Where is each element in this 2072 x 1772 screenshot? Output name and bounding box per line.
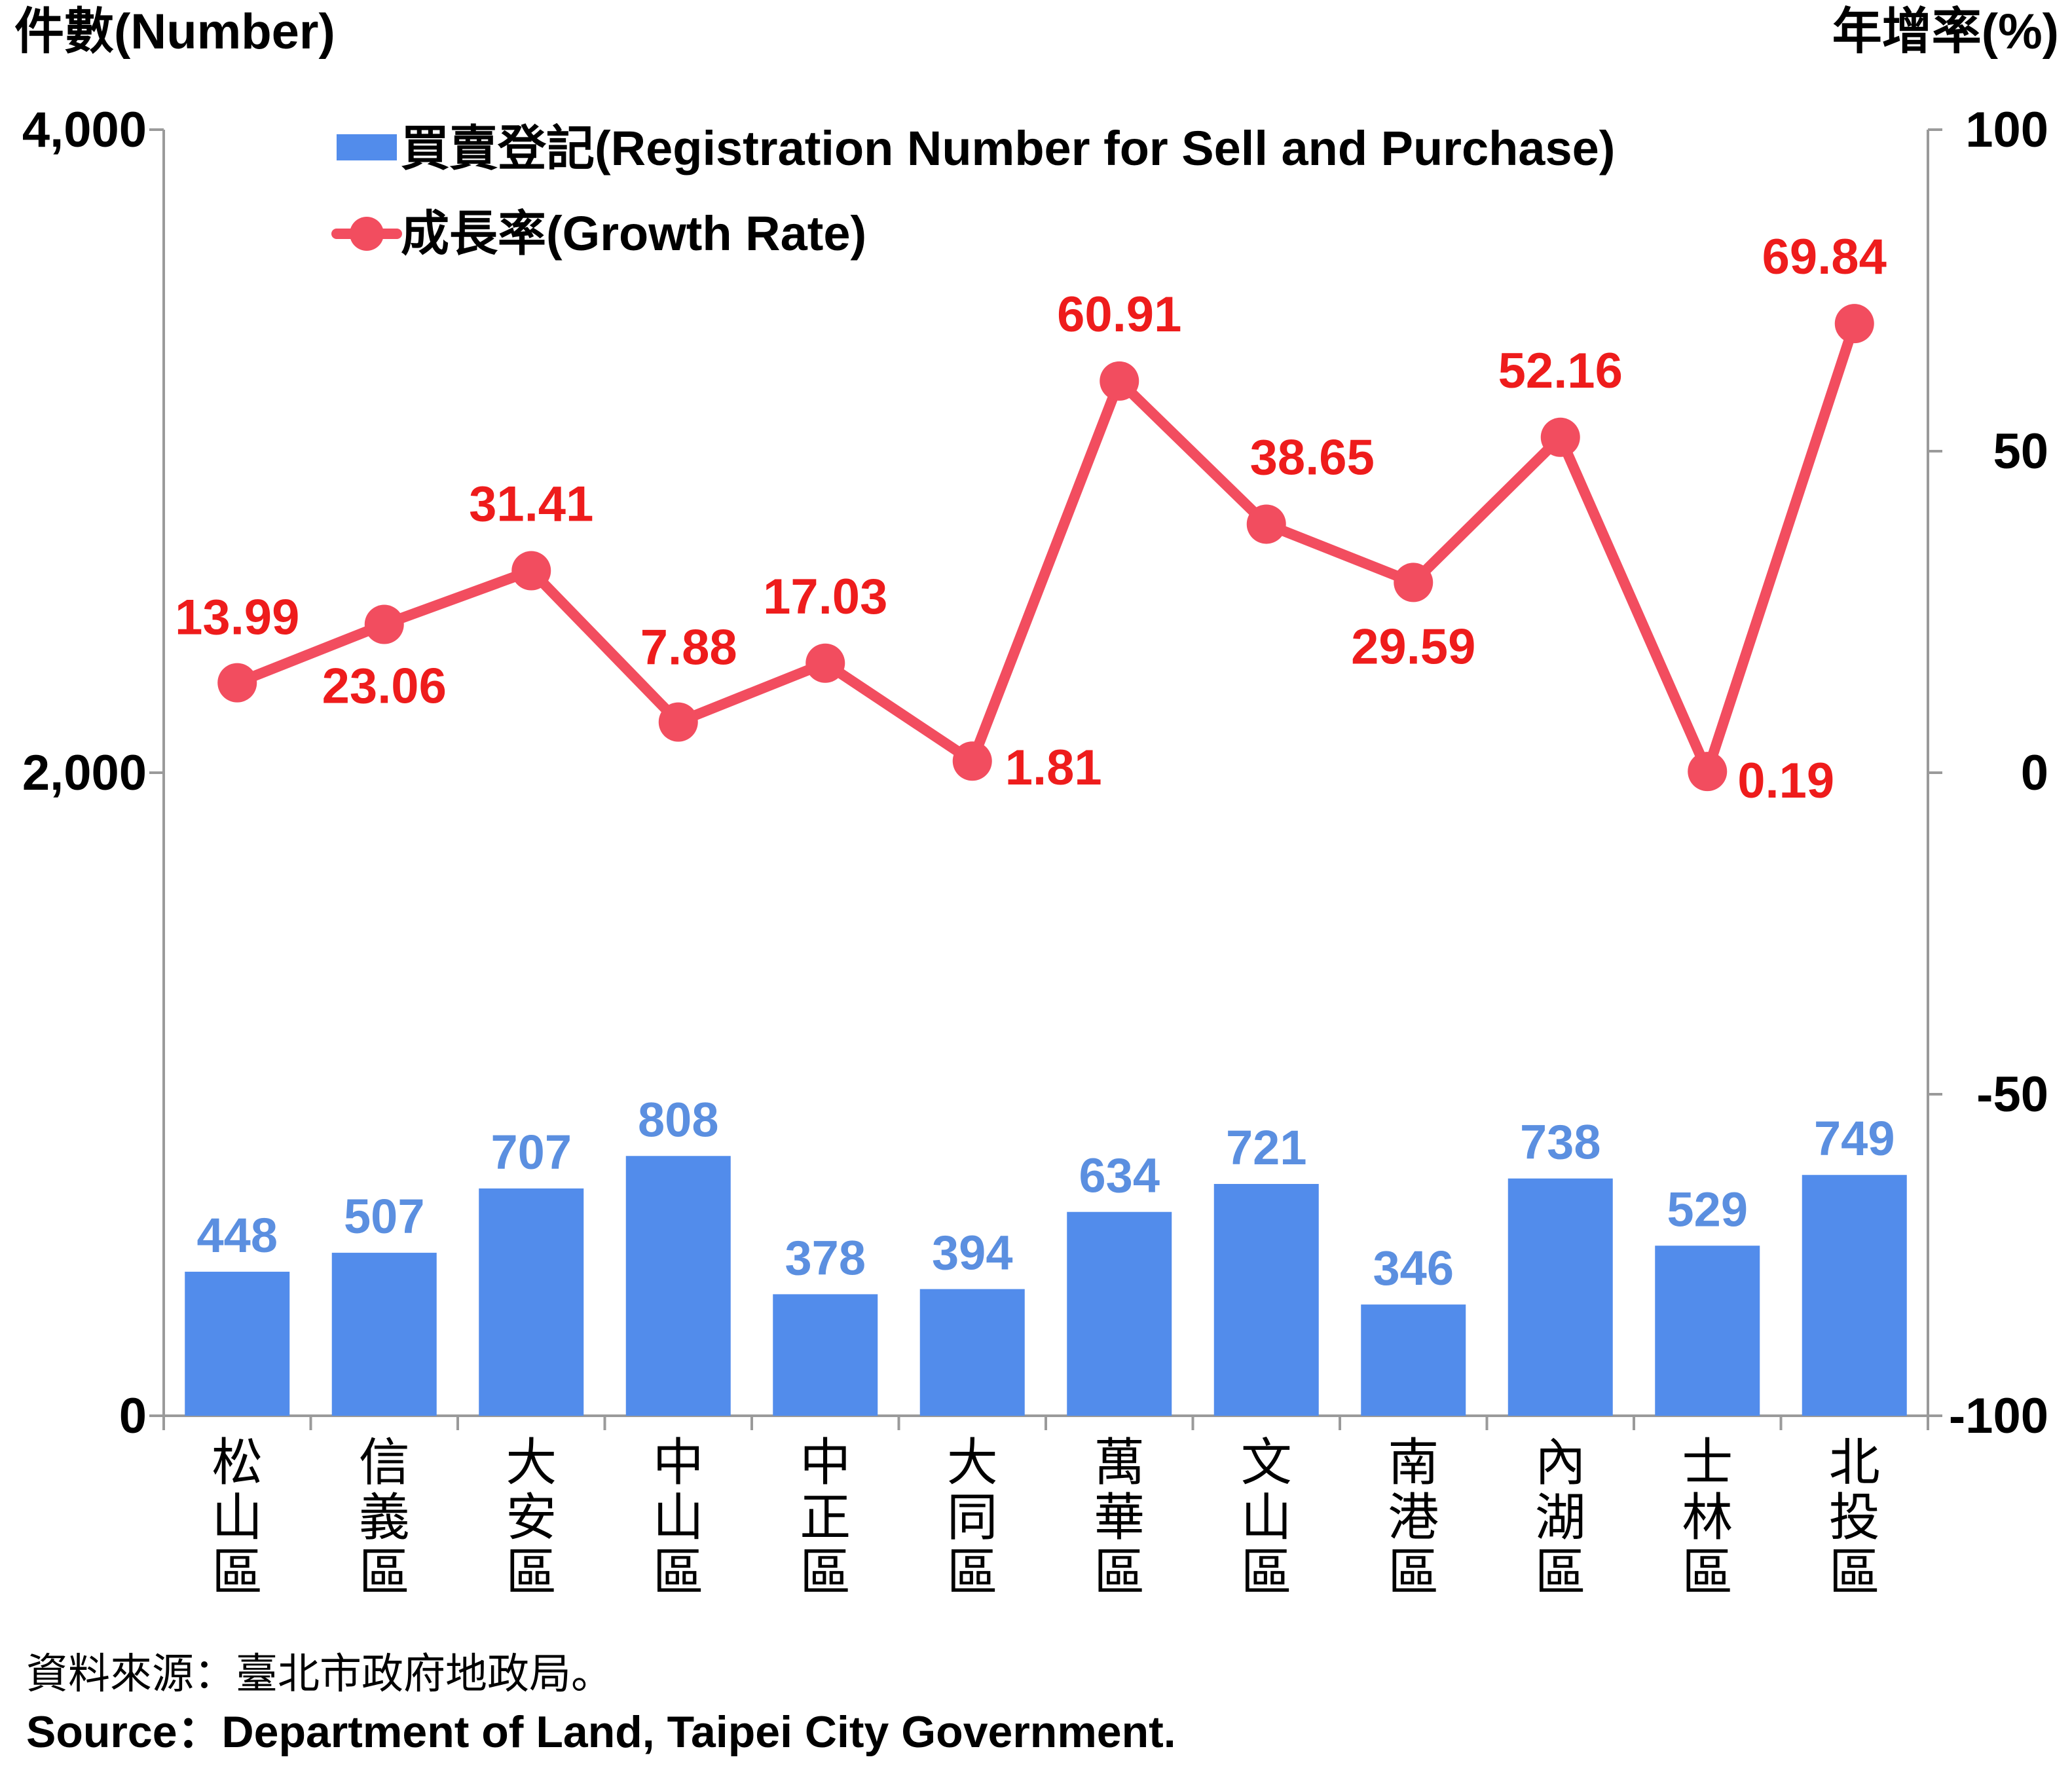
y-left-tick-label: 0	[119, 1388, 147, 1444]
bar-value-label: 346	[1373, 1241, 1454, 1295]
source-line-zh: 資料來源：臺北市政府地政局。	[26, 1650, 613, 1697]
growth-value-label: 29.59	[1351, 619, 1475, 674]
bar-value-label: 808	[638, 1092, 718, 1147]
bar	[773, 1294, 878, 1416]
category-labels: 松山區 信義區 大安區 中山區 中正區 大同區 萬華區 文山區 南港區 內湖區 士林區 北投區	[212, 1433, 1880, 1602]
y-left-tick-label: 2,000	[22, 745, 147, 801]
category-label: 大同區	[947, 1433, 998, 1602]
y-right-tick-label: -100	[1949, 1388, 2048, 1444]
bar-value-label: 749	[1814, 1111, 1895, 1166]
growth-point	[1688, 752, 1728, 792]
growth-value-label: 1.81	[1005, 740, 1102, 796]
bar	[1067, 1211, 1172, 1416]
growth-point	[1100, 361, 1139, 401]
bar-value-label: 738	[1520, 1115, 1600, 1170]
y-right-tick-label: -50	[1976, 1067, 2048, 1122]
bar-value-label: 529	[1667, 1182, 1748, 1236]
growth-point	[1246, 504, 1286, 544]
growth-point	[658, 702, 698, 742]
category-label: 中正區	[800, 1433, 851, 1602]
y-right-tick-label: 50	[1993, 424, 2048, 479]
bar	[479, 1188, 584, 1416]
bar-series	[185, 1156, 1907, 1416]
category-label: 北投區	[1829, 1433, 1880, 1602]
category-label: 士林區	[1682, 1433, 1733, 1602]
legend-bar-swatch	[337, 134, 397, 160]
category-label: 大安區	[506, 1433, 557, 1602]
growth-point	[364, 604, 404, 644]
growth-value-label: 7.88	[640, 620, 737, 676]
bar-data-labels: 448 507 707 808 378 394 634 721 346 738 529 749	[197, 1092, 1895, 1295]
legend-line-label: 成長率(Growth Rate)	[401, 206, 866, 261]
bar	[1508, 1178, 1613, 1416]
source-line-en: Source：Department of Land, Taipei City G…	[26, 1707, 1176, 1757]
growth-value-label: 17.03	[763, 569, 887, 625]
growth-value-label: 23.06	[322, 659, 447, 714]
growth-value-label: 0.19	[1737, 753, 1834, 809]
bar	[1802, 1175, 1907, 1416]
growth-point	[1540, 417, 1580, 457]
axes: 0 2,000 4,000 -100 -50 0 50 100	[22, 102, 2048, 1444]
growth-value-label: 13.99	[175, 590, 299, 646]
bar	[1361, 1304, 1466, 1416]
y-right-axis-title: 年增率(%)	[1832, 4, 2059, 60]
bar-value-label: 707	[491, 1125, 572, 1179]
line-series	[217, 304, 1874, 792]
bar-value-label: 378	[785, 1230, 866, 1285]
category-label: 中山區	[653, 1433, 704, 1602]
growth-value-label: 52.16	[1498, 343, 1623, 399]
growth-value-label: 31.41	[469, 477, 593, 532]
bar-value-label: 448	[197, 1208, 278, 1263]
growth-point	[511, 551, 551, 591]
category-label: 松山區	[212, 1433, 263, 1602]
growth-point	[217, 663, 257, 703]
bar	[185, 1272, 290, 1416]
bar-value-label: 721	[1226, 1120, 1306, 1175]
legend-bar-label: 買賣登記(Registration Number for Sell and Pu…	[401, 121, 1615, 175]
legend: 買賣登記(Registration Number for Sell and Pu…	[331, 121, 1615, 261]
growth-point	[1394, 563, 1434, 602]
y-left-axis-title: 件數(Number)	[14, 4, 335, 60]
bar	[1213, 1183, 1319, 1416]
y-right-tick-label: 0	[2021, 745, 2048, 801]
bar-value-label: 507	[344, 1189, 424, 1244]
category-label: 萬華區	[1094, 1433, 1145, 1602]
growth-point	[805, 643, 845, 683]
category-label: 內湖區	[1535, 1433, 1586, 1602]
growth-line	[232, 318, 1860, 777]
growth-point	[952, 741, 992, 781]
legend-line-marker	[350, 217, 384, 251]
line-data-labels: 13.99 23.06 31.41 7.88 17.03 1.81 60.91 38.65 29…	[175, 229, 1887, 809]
bar	[625, 1156, 731, 1416]
growth-value-label: 69.84	[1762, 229, 1887, 285]
category-label: 信義區	[359, 1433, 410, 1602]
bar	[919, 1289, 1025, 1416]
category-label: 南港區	[1388, 1433, 1439, 1602]
growth-value-label: 38.65	[1250, 430, 1375, 485]
y-left-tick-label: 4,000	[22, 102, 147, 158]
bar-value-label: 394	[932, 1226, 1012, 1280]
y-right-tick-label: 100	[1965, 102, 2048, 158]
bar	[331, 1253, 437, 1416]
bar-value-label: 634	[1079, 1149, 1160, 1203]
growth-value-label: 60.91	[1057, 287, 1181, 342]
bar	[1655, 1246, 1760, 1416]
growth-point	[1834, 304, 1874, 344]
category-label: 文山區	[1241, 1433, 1292, 1602]
